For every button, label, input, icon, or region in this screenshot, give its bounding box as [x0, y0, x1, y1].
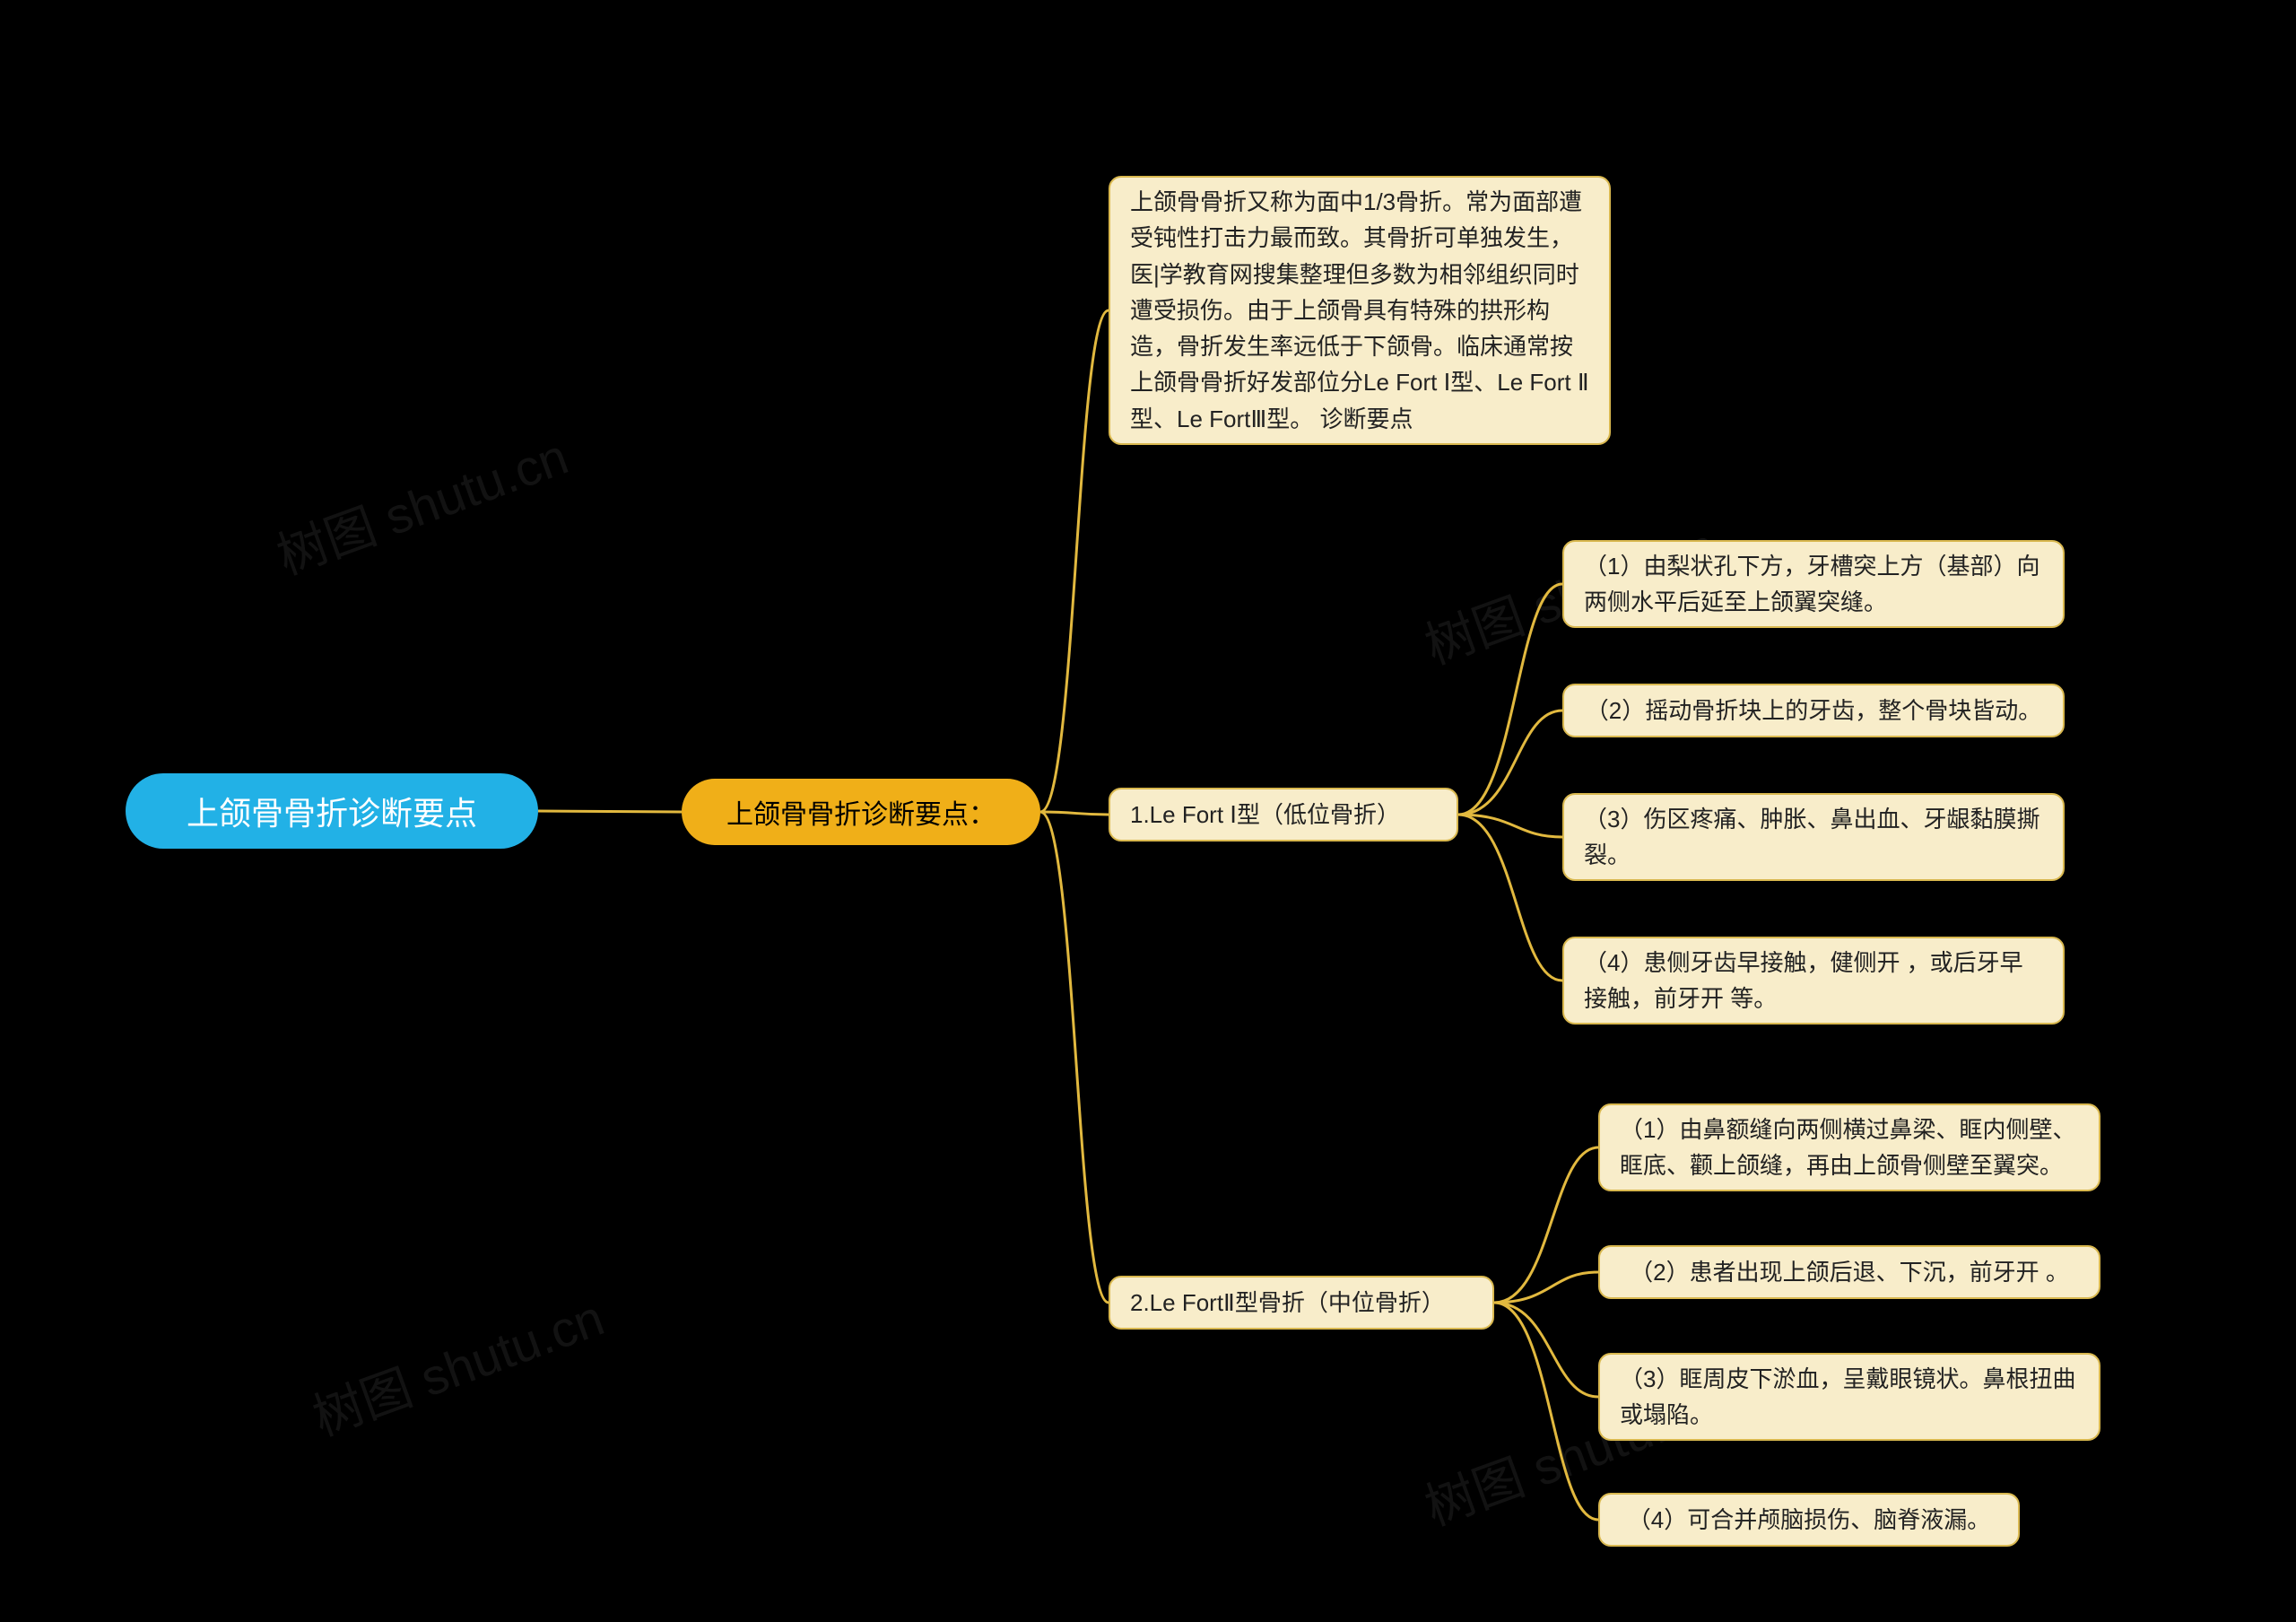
- leaf-text: （1）由梨状孔下方，牙槽突上方（基部）向两侧水平后延至上颌翼突缝。: [1584, 548, 2043, 621]
- intro-node[interactable]: 上颌骨骨折又称为面中1/3骨折。常为面部遭受钝性打击力最而致。其骨折可单独发生，…: [1109, 176, 1611, 445]
- watermark: 树图 shutu.cn: [301, 1278, 613, 1450]
- leaf-text: （3）伤区疼痛、肿胀、鼻出血、牙龈黏膜撕裂。: [1584, 801, 2043, 874]
- lefort1-child[interactable]: （3）伤区疼痛、肿胀、鼻出血、牙龈黏膜撕裂。: [1562, 793, 2065, 881]
- lefort2-node[interactable]: 2.Le FortⅡ型骨折（中位骨折）: [1109, 1276, 1494, 1330]
- leaf-text: （2）摇动骨折块上的牙齿，整个骨块皆动。: [1586, 693, 2041, 728]
- lefort2-child[interactable]: （1）由鼻额缝向两侧横过鼻梁、眶内侧壁、眶底、颧上颌缝，再由上颌骨侧壁至翼突。: [1598, 1103, 2100, 1191]
- level2-node[interactable]: 上颌骨骨折诊断要点：: [682, 779, 1040, 845]
- lefort1-child[interactable]: （2）摇动骨折块上的牙齿，整个骨块皆动。: [1562, 684, 2065, 737]
- intro-text: 上颌骨骨折又称为面中1/3骨折。常为面部遭受钝性打击力最而致。其骨折可单独发生，…: [1130, 184, 1589, 437]
- watermark: 树图 shutu.cn: [265, 416, 577, 589]
- level2-label: 上颌骨骨折诊断要点：: [726, 792, 996, 832]
- lefort1-child[interactable]: （1）由梨状孔下方，牙槽突上方（基部）向两侧水平后延至上颌翼突缝。: [1562, 540, 2065, 628]
- lefort1-label: 1.Le Fort Ⅰ型（低位骨折）: [1130, 797, 1400, 833]
- leaf-text: （4）患侧牙齿早接触，健侧开 ，或后牙早接触，前牙开 等。: [1584, 945, 2043, 1017]
- leaf-text: （3）眶周皮下淤血，呈戴眼镜状。鼻根扭曲或塌陷。: [1620, 1361, 2079, 1434]
- lefort1-child[interactable]: （4）患侧牙齿早接触，健侧开 ，或后牙早接触，前牙开 等。: [1562, 937, 2065, 1025]
- root-label: 上颌骨骨折诊断要点: [187, 788, 477, 834]
- root-node[interactable]: 上颌骨骨折诊断要点: [126, 773, 538, 849]
- leaf-text: （2）患者出现上颌后退、下沉，前牙开 。: [1630, 1254, 2069, 1290]
- lefort2-label: 2.Le FortⅡ型骨折（中位骨折）: [1130, 1285, 1445, 1321]
- leaf-text: （1）由鼻额缝向两侧横过鼻梁、眶内侧壁、眶底、颧上颌缝，再由上颌骨侧壁至翼突。: [1620, 1112, 2079, 1184]
- lefort2-child[interactable]: （2）患者出现上颌后退、下沉，前牙开 。: [1598, 1245, 2100, 1299]
- lefort2-child[interactable]: （3）眶周皮下淤血，呈戴眼镜状。鼻根扭曲或塌陷。: [1598, 1353, 2100, 1441]
- leaf-text: （4）可合并颅脑损伤、脑脊液漏。: [1628, 1502, 1990, 1538]
- lefort2-child[interactable]: （4）可合并颅脑损伤、脑脊液漏。: [1598, 1493, 2020, 1547]
- lefort1-node[interactable]: 1.Le Fort Ⅰ型（低位骨折）: [1109, 788, 1458, 842]
